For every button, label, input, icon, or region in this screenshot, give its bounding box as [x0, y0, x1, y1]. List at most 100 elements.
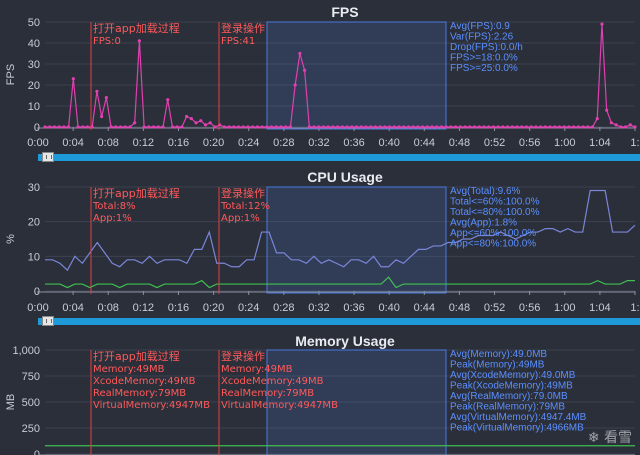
mem-y-tick-label: 500	[22, 397, 40, 409]
fps-x-tick-label: 0:12	[133, 137, 154, 149]
cpu-marker-annotation: App:1%	[93, 213, 132, 224]
fps-data-point	[468, 125, 472, 129]
cpu-stat-line: App<=60%:100.0%	[450, 228, 536, 239]
fps-timeline-scrollbar[interactable]	[38, 154, 640, 161]
watermark-logo: ❄ 看雪	[588, 427, 632, 447]
fps-data-point	[303, 68, 307, 72]
fps-data-point	[534, 125, 538, 129]
fps-x-tick-label: 0:00	[27, 137, 48, 149]
mem-stat-line: Peak(Memory):49MB	[450, 360, 545, 371]
fps-data-point	[288, 125, 293, 129]
fps-data-point	[562, 125, 566, 129]
fps-data-point	[430, 125, 434, 129]
fps-marker-annotation: 登录操作	[221, 21, 265, 35]
fps-data-point	[175, 125, 179, 129]
fps-data-point	[586, 125, 590, 129]
fps-data-point	[397, 125, 401, 129]
fps-x-tick-label: 0:20	[203, 137, 224, 149]
fps-data-point	[605, 108, 609, 112]
fps-data-point	[166, 98, 170, 102]
mem-marker-annotation: VirtualMemory:4947MB	[93, 400, 210, 411]
cpu-timeline-scrollbar[interactable]	[38, 318, 640, 325]
fps-data-point	[614, 123, 618, 127]
fps-x-tick-label: 0:28	[273, 137, 294, 149]
fps-marker-annotation: FPS:0	[93, 36, 121, 47]
cpu-x-tick-label: 0:08	[98, 302, 119, 314]
cpu-usage-chart: 0 10 20 30% CPU Usage 0:00 0:04 0:08 0:12 0:16 0:2…	[5, 169, 640, 314]
fps-data-point	[520, 125, 524, 129]
watermark-text: 看雪	[604, 430, 632, 446]
fps-data-point	[354, 125, 359, 129]
fps-data-point	[548, 125, 552, 129]
fps-data-point	[52, 125, 57, 129]
mem-marker-annotation: RealMemory:79MB	[221, 388, 314, 399]
fps-y-tick-label: 50	[28, 17, 40, 29]
mem-marker-annotation: 登录操作	[221, 349, 265, 363]
fps-data-point	[123, 125, 127, 129]
fps-data-point	[421, 125, 425, 129]
fps-selection-region[interactable]	[266, 21, 447, 130]
fps-y-tick-label: 30	[28, 59, 40, 71]
cpu-series-line-1	[45, 276, 635, 289]
fps-x-tick-label: 1:04	[589, 137, 610, 149]
cpu-x-tick-label: 1:	[630, 302, 639, 314]
fps-x-tick-label: 0:36	[343, 137, 364, 149]
cpu-stat-line: Total<=80%:100.0%	[450, 207, 540, 218]
fps-data-point	[487, 125, 491, 129]
fps-data-point	[406, 125, 411, 129]
fps-y-tick-label: 40	[28, 38, 40, 50]
fps-data-point	[298, 51, 302, 56]
cpu-scroll-handle[interactable]	[42, 316, 54, 326]
cpu-selection-region[interactable]	[266, 186, 447, 294]
cpu-x-tick-label: 0:00	[27, 302, 48, 314]
fps-data-point	[67, 125, 71, 129]
fps-data-point	[444, 125, 448, 129]
fps-data-point	[576, 125, 580, 129]
fps-data-point	[501, 125, 505, 129]
fps-data-point	[227, 125, 231, 129]
cpu-x-tick-label: 0:20	[203, 302, 224, 314]
mem-selection-region[interactable]	[266, 349, 447, 455]
fps-data-point	[539, 125, 543, 129]
mem-y-tick-label: 1,000	[12, 345, 40, 357]
mem-y-tick-label: 250	[22, 423, 40, 435]
fps-data-point	[543, 125, 547, 129]
fps-data-point	[265, 125, 269, 129]
fps-x-tick-label: 0:44	[414, 137, 435, 149]
fps-data-point	[449, 125, 453, 129]
fps-stat-line: FPS>=25:0.0%	[450, 63, 518, 74]
fps-data-point	[458, 125, 462, 129]
fps-data-point	[260, 125, 264, 129]
fps-marker-annotation: 打开app加载过程	[93, 21, 180, 35]
fps-data-point	[477, 125, 481, 129]
cpu-x-tick-label: 0:40	[378, 302, 399, 314]
fps-data-point	[425, 125, 429, 129]
fps-stat-line: Var(FPS):2.26	[450, 32, 514, 43]
mem-marker-annotation: XcodeMemory:49MB	[93, 376, 196, 387]
fps-data-point	[104, 96, 108, 100]
fps-scroll-handle[interactable]	[42, 152, 54, 162]
fps-data-point	[43, 125, 47, 129]
fps-data-point	[359, 125, 363, 129]
fps-data-point	[118, 125, 123, 129]
mem-marker-annotation: Memory:49MB	[93, 364, 165, 375]
fps-x-tick-label: 0:16	[168, 137, 189, 149]
fps-y-tick-label: 10	[28, 101, 40, 113]
fps-data-point	[619, 125, 623, 129]
fps-data-point	[590, 125, 595, 129]
fps-data-point	[491, 125, 495, 129]
mem-chart-title: Memory Usage	[295, 333, 395, 349]
fps-data-point	[109, 125, 113, 129]
fps-stat-line: Drop(FPS):0.0/h	[450, 42, 523, 53]
snowflake-icon: ❄	[587, 430, 600, 446]
fps-data-point	[312, 125, 316, 129]
fps-data-point	[572, 125, 576, 129]
fps-data-point	[170, 125, 175, 129]
mem-stat-line: Peak(VirtualMemory):4966MB	[450, 423, 584, 434]
fps-data-point	[581, 125, 585, 129]
mem-marker-annotation: 打开app加载过程	[93, 349, 180, 363]
cpu-x-tick-label: 0:56	[519, 302, 540, 314]
cpu-x-tick-label: 0:04	[62, 302, 83, 314]
cpu-stat-line: Avg(App):1.8%	[450, 218, 517, 229]
cpu-x-tick-label: 0:44	[414, 302, 435, 314]
